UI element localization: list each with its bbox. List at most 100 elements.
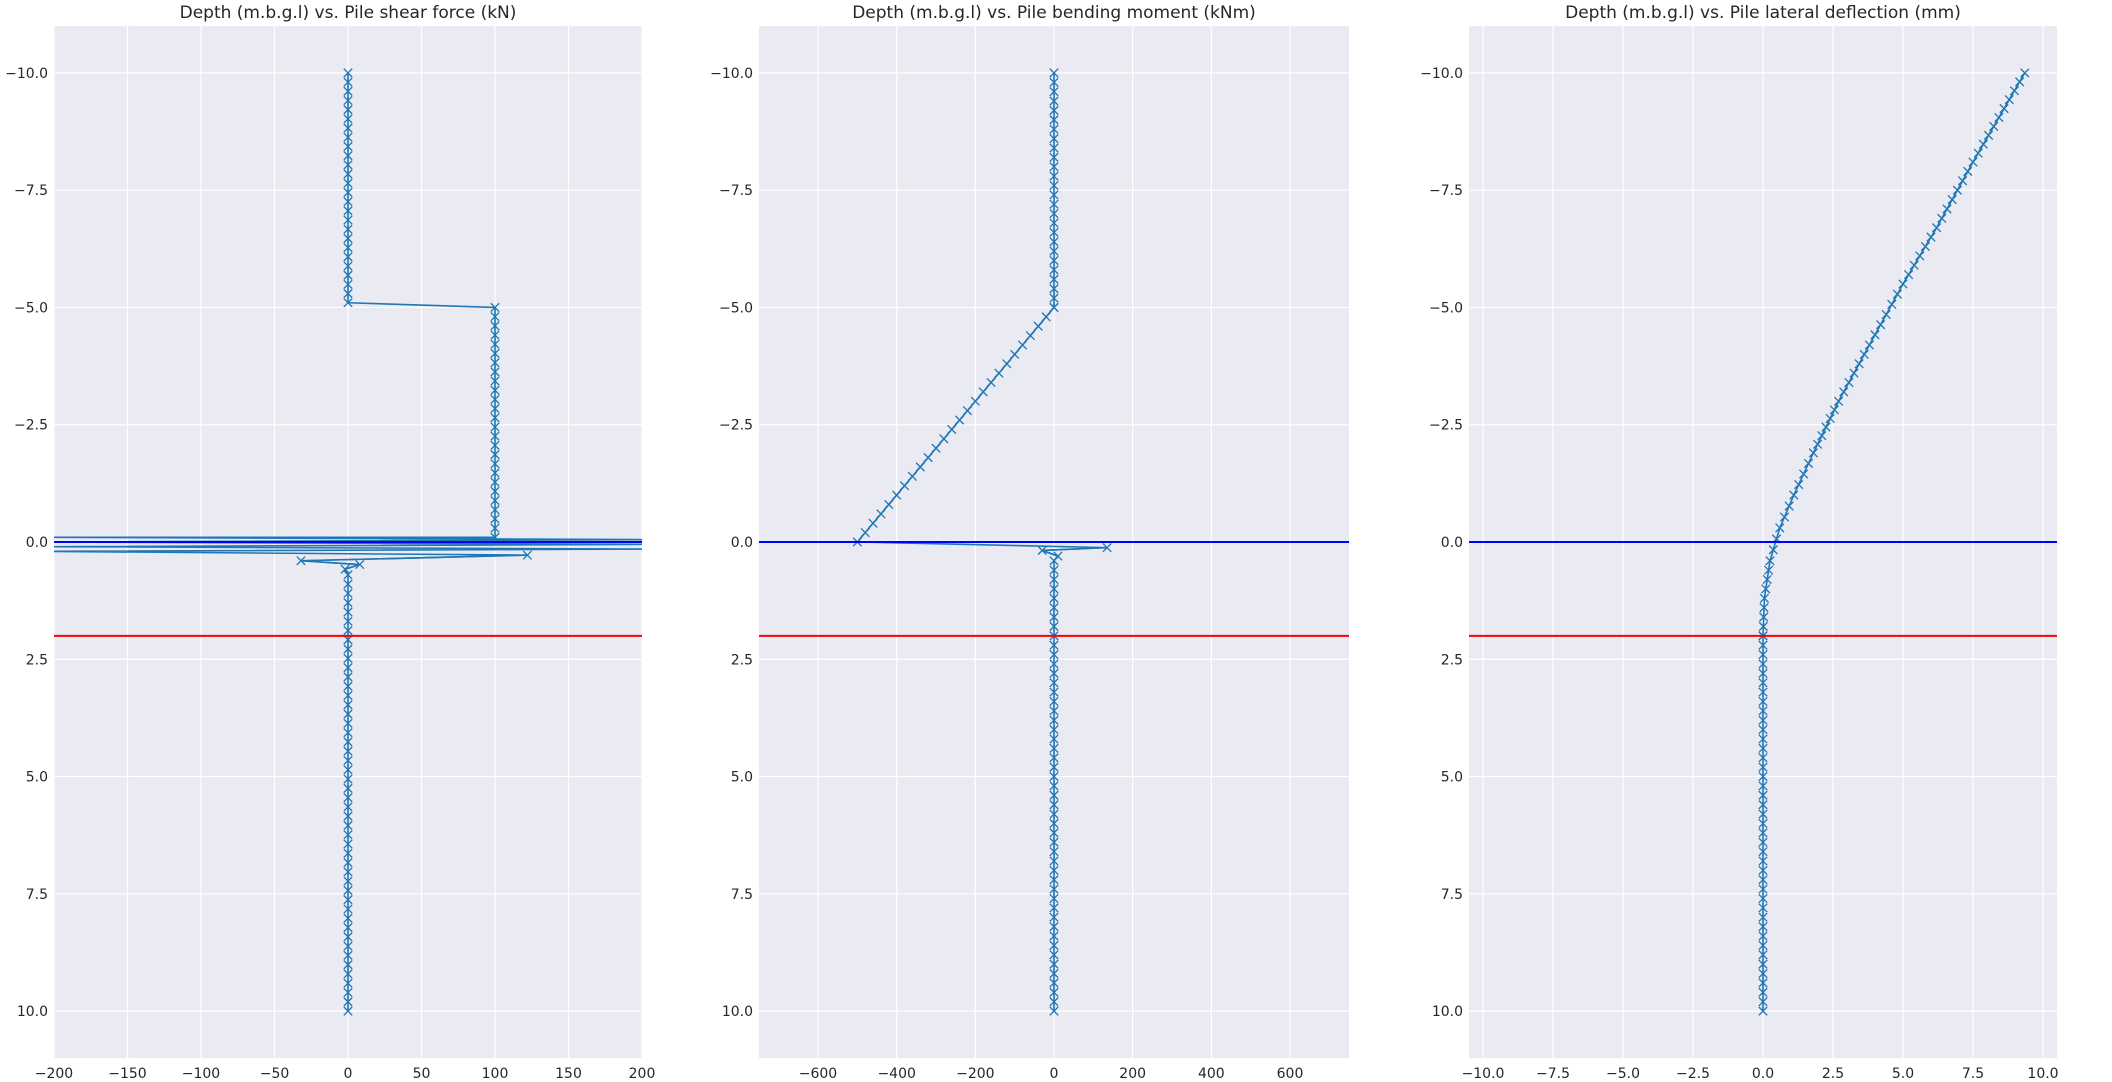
shear-force-data-point (343, 141, 353, 152)
shear-force-x-tick-label: 100 (482, 1066, 509, 1082)
bending-moment-data-point (1049, 612, 1059, 622)
bending-moment-data-point (1049, 856, 1059, 866)
shear-force-data-point (343, 700, 353, 710)
lateral-deflection-data-point (1898, 279, 1908, 289)
shear-force-data-point (343, 792, 353, 803)
lateral-deflection-data-point (1794, 479, 1804, 490)
bending-moment-x-tick-label: 200 (1119, 1066, 1146, 1082)
lateral-deflection-x-tick-label: 0.0 (1752, 1066, 1774, 1082)
shear-force-data-point (343, 857, 353, 868)
bending-moment-data-point (986, 377, 996, 388)
shear-force-data-point (343, 178, 353, 188)
lateral-deflection-data-point (1765, 556, 1775, 566)
lateral-deflection-data-point (1909, 260, 1919, 270)
shear-force-y-tick-label: −5.0 (14, 300, 48, 316)
shear-force-x-tick-label: 200 (629, 1066, 656, 1082)
bending-moment-data-point (1049, 162, 1059, 172)
lateral-deflection-data-point (1758, 649, 1768, 660)
bending-moment-data-point (1049, 875, 1059, 885)
lateral-deflection-data-point (1759, 612, 1769, 622)
lateral-deflection-data-point (1808, 448, 1819, 458)
shear-force-data-point (343, 960, 353, 970)
lateral-deflection-y-tick-label: 2.5 (1441, 652, 1463, 668)
lateral-deflection-data-point (1758, 893, 1768, 904)
bending-moment-x-tick-label: −400 (877, 1066, 915, 1082)
shear-force-data-point (343, 625, 353, 636)
shear-force-data-point (343, 690, 353, 701)
shear-force-data-point (343, 261, 353, 271)
lateral-deflection-data-point (1758, 1006, 1768, 1016)
shear-force-data-point (343, 922, 353, 933)
shear-force-data-point (343, 718, 353, 729)
bending-moment-data-point (1049, 696, 1059, 707)
shear-force-data-point (343, 987, 353, 998)
lateral-deflection-data-point (1825, 413, 1835, 424)
shear-force-title: Depth (m.b.g.l) vs. Pile shear force (kN… (180, 3, 517, 23)
shear-force-y-tick-label: 2.5 (26, 652, 48, 668)
shear-force-data-point (343, 913, 353, 923)
bending-moment-data-point (994, 368, 1004, 378)
bending-moment-data-point (1102, 542, 1112, 553)
bending-moment-data-point (876, 509, 886, 519)
lateral-deflection-data-point (1870, 330, 1880, 340)
shear-force-data-point (490, 468, 500, 478)
shear-force-data-point (343, 895, 353, 905)
lateral-deflection-data-point (1758, 921, 1768, 932)
bending-moment-data-point (1049, 809, 1059, 819)
bending-moment-y-tick-label: −7.5 (719, 183, 753, 199)
shear-force-data-point (343, 150, 353, 161)
shear-force-y-tick-label: −2.5 (14, 418, 48, 434)
bending-moment-data-point (1049, 687, 1059, 697)
bending-moment-x-tick-label: −200 (956, 1066, 994, 1082)
shear-force-data-point (343, 298, 353, 308)
shear-force-data-point (343, 830, 353, 840)
shear-force-data-point (490, 403, 500, 414)
lateral-deflection-data-point (1758, 715, 1768, 725)
shear-force-data-point (343, 105, 353, 115)
shear-force-data-point (340, 564, 350, 574)
lateral-deflection-data-point (1864, 340, 1875, 350)
bending-moment-data-point (1049, 105, 1059, 116)
lateral-deflection-data-point (1812, 439, 1823, 449)
lateral-deflection-data-point (1758, 678, 1768, 688)
shear-force-data-point (343, 820, 353, 831)
bending-moment-data-point (1049, 255, 1059, 266)
shear-force-data-point (490, 376, 500, 386)
lateral-deflection-x-tick-label: 5.0 (1892, 1066, 1914, 1082)
bending-moment-data-point (1049, 828, 1059, 838)
lateral-deflection-data-point (1789, 490, 1799, 500)
bending-moment-data-point (1049, 800, 1059, 810)
shear-force-data-point (343, 206, 353, 216)
shear-force-data-point (343, 885, 353, 896)
lateral-deflection-data-point (1859, 349, 1869, 360)
shear-force-data-point (343, 681, 353, 691)
lateral-deflection-data-point (1758, 659, 1768, 669)
bending-moment-data-point (978, 387, 988, 397)
lateral-deflection-data-point (1758, 724, 1768, 735)
lateral-deflection-data-point (1758, 950, 1768, 960)
lateral-deflection-data-point (1973, 148, 1983, 158)
bending-moment-data-point (1049, 603, 1059, 613)
bending-moment-data-point (1049, 115, 1059, 125)
shear-force-data-point (343, 709, 353, 719)
shear-force-data-point (343, 839, 353, 849)
lateral-deflection-data-point (1942, 204, 1952, 214)
bending-moment-data-point (915, 462, 925, 472)
lateral-deflection-y-tick-label: 7.5 (1441, 887, 1463, 903)
lateral-deflection-data-point (1758, 940, 1768, 951)
lateral-deflection-data-point (1759, 593, 1770, 603)
bending-moment-data-point (1049, 968, 1059, 979)
bending-moment-data-point (1037, 545, 1047, 556)
shear-force-data-point (296, 556, 306, 566)
bending-moment-data-point (962, 405, 973, 416)
bending-moment-data-point (1049, 743, 1059, 754)
lateral-deflection-y-tick-label: −7.5 (1429, 183, 1463, 199)
shear-force-data-point (490, 330, 500, 340)
lateral-deflection-data-point (1759, 603, 1769, 613)
bending-moment-data-point (1033, 321, 1043, 331)
bending-moment-data-point (1049, 1006, 1059, 1016)
shear-force-data-point (343, 941, 353, 951)
shear-force-y-tick-label: 0.0 (26, 535, 48, 551)
lateral-deflection-data-point (1758, 828, 1768, 838)
lateral-deflection-data-point (2009, 86, 2020, 96)
